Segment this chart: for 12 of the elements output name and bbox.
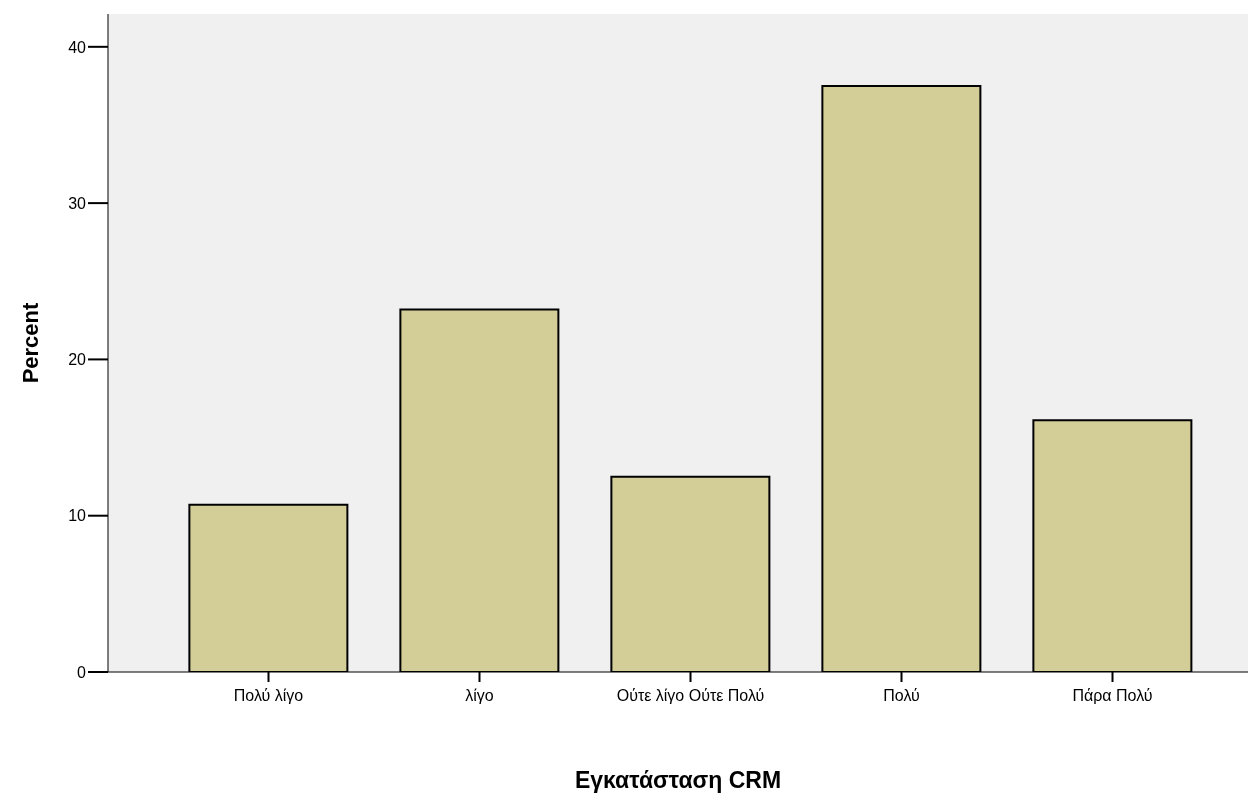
x-tick-label: Πολύ	[883, 687, 920, 705]
y-tick-label: 20	[68, 351, 87, 369]
y-tick-label: 10	[68, 507, 87, 525]
y-axis-title: Percent	[17, 301, 43, 384]
x-axis-title: Εγκατάσταση CRM	[574, 767, 782, 793]
y-tick-label: 40	[68, 38, 87, 56]
x-tick-label: Πάρα Πολύ	[1072, 687, 1153, 705]
y-tick-label: 0	[77, 663, 87, 681]
x-tick-label: Ούτε λίγο Ούτε Πολύ	[616, 687, 765, 705]
y-tick-label: 30	[68, 194, 87, 212]
x-tick-label: Πολύ λίγο	[233, 687, 304, 705]
x-tick-label: λίγο	[465, 687, 494, 705]
